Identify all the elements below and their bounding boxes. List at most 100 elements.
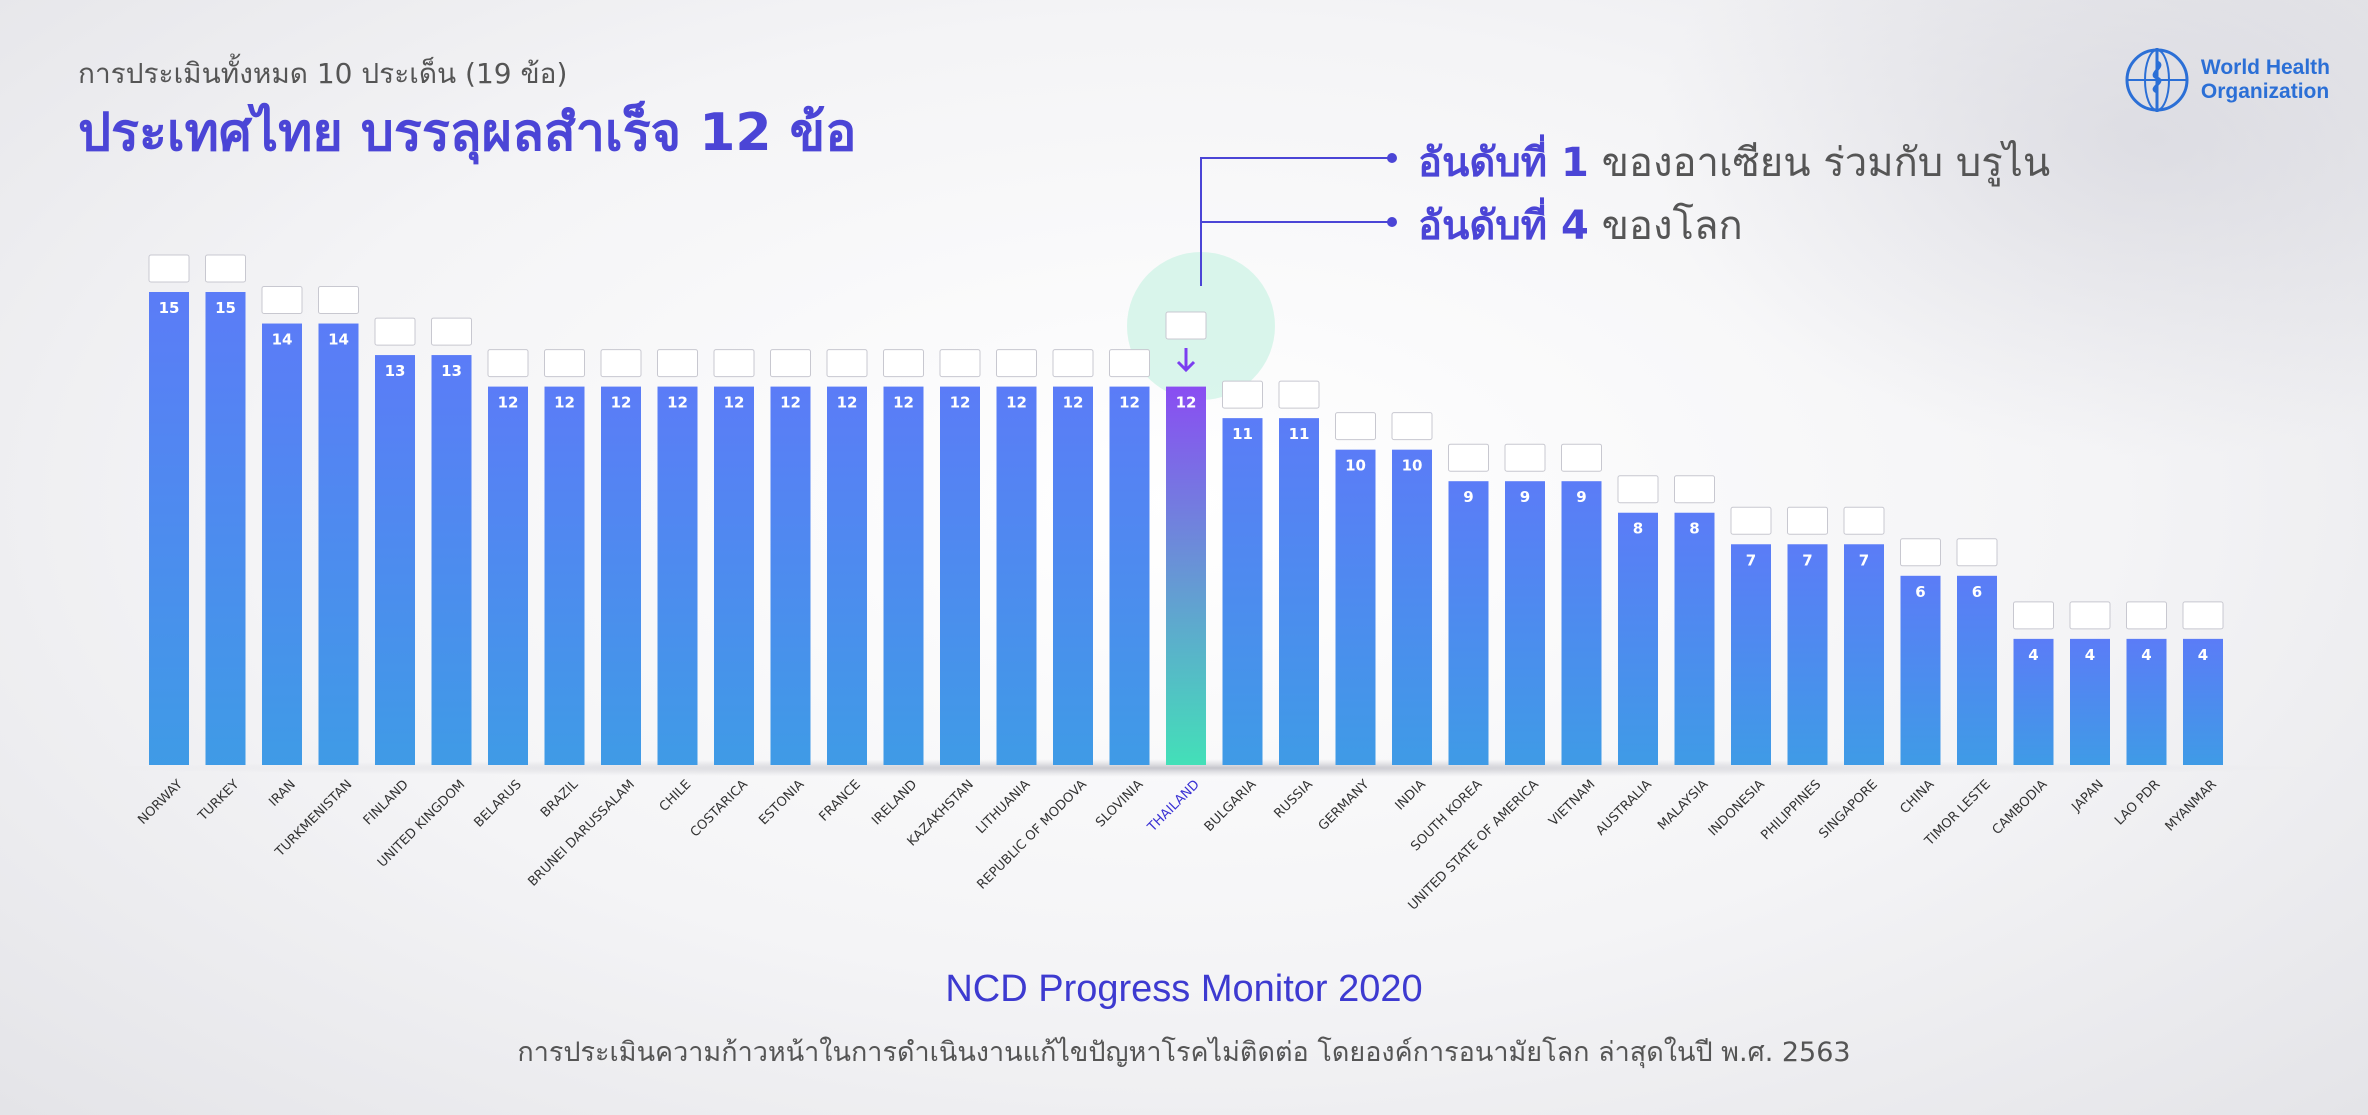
flag-thailand xyxy=(1165,311,1207,340)
x-tick-label-iran: IRAN xyxy=(266,777,299,810)
bar-china xyxy=(1900,575,1941,765)
bar-belarus xyxy=(488,386,528,765)
flag-australia xyxy=(1617,475,1659,504)
bar-australia xyxy=(1618,512,1658,765)
value-label-chile: 12 xyxy=(667,394,688,412)
value-label-myanmar: 4 xyxy=(2198,646,2208,664)
bar-chart: 15NORWAY15TURKEY14IRAN14TURKMENISTAN13FI… xyxy=(95,153,2315,914)
x-tick-label-brazil: BRAZIL xyxy=(538,777,582,821)
x-tick-label-chile: CHILE xyxy=(657,777,695,815)
bar-philippines xyxy=(1787,544,1828,765)
x-tick-label-brunei-darussalam: BRUNEI DARUSSALAM xyxy=(525,777,637,889)
flag-germany xyxy=(1335,412,1376,441)
bar-united-kingdom xyxy=(431,355,472,765)
who-logo-line1: World Health xyxy=(2200,56,2330,79)
flag-norway xyxy=(148,254,190,283)
callout-asean-rank-text: ของอาเซียน ร่วมกับ บรูไน xyxy=(1588,140,2051,186)
flag-republic-of-modova xyxy=(1052,349,1094,378)
value-label-vietnam: 9 xyxy=(1576,488,1586,506)
value-label-turkmenistan: 14 xyxy=(328,331,349,349)
value-label-kazakhstan: 12 xyxy=(950,394,971,412)
value-label-russia: 11 xyxy=(1289,425,1310,443)
x-tick-label-thailand: THAILAND xyxy=(1144,777,1202,835)
value-label-australia: 8 xyxy=(1633,520,1643,538)
x-tick-label-myanmar: MYANMAR xyxy=(2163,777,2220,834)
callout-asean-rank-emphasis: อันดับที่ 1 xyxy=(1418,140,1589,186)
value-label-estonia: 12 xyxy=(780,394,801,412)
bar-south-korea xyxy=(1448,481,1489,765)
callout-world-rank: อันดับที่ 4 ของโลก xyxy=(1418,193,1743,257)
value-label-slovinia: 12 xyxy=(1119,394,1140,412)
x-tick-label-bulgaria: BULGARIA xyxy=(1202,777,1260,835)
x-tick-label-india: INDIA xyxy=(1393,777,1429,813)
callout-dot-asean xyxy=(1387,153,1397,163)
bar-united-state-of-america xyxy=(1505,481,1545,765)
bar-ireland xyxy=(883,386,924,765)
callout-asean-rank: อันดับที่ 1 ของอาเซียน ร่วมกับ บรูไน xyxy=(1418,130,2050,194)
flag-costarica xyxy=(713,349,755,378)
x-tick-label-vietnam: VIETNAM xyxy=(1546,777,1598,829)
value-label-germany: 10 xyxy=(1345,457,1366,475)
who-emblem-icon xyxy=(2125,48,2189,112)
flag-timor-leste xyxy=(1956,538,1998,567)
x-tick-label-germany: GERMANY xyxy=(1316,777,1373,834)
flag-turkey xyxy=(205,254,246,283)
bar-finland xyxy=(375,355,415,765)
x-tick-label-australia: AUSTRALIA xyxy=(1593,777,1655,839)
bar-slovinia xyxy=(1109,386,1150,765)
bar-thailand xyxy=(1166,386,1206,765)
flag-china xyxy=(1900,538,1941,567)
x-tick-label-japan: JAPAN xyxy=(2069,777,2107,815)
bar-myanmar xyxy=(2183,638,2223,765)
bar-kazakhstan xyxy=(940,386,980,765)
x-tick-label-cambodia: CAMBODIA xyxy=(1990,777,2051,838)
flag-south-korea xyxy=(1448,443,1489,472)
flag-ireland xyxy=(883,349,924,378)
bar-lao-pdr xyxy=(2126,638,2167,765)
callout-dot-world xyxy=(1387,217,1397,227)
bar-indonesia xyxy=(1731,544,1771,765)
flag-iran xyxy=(261,286,303,315)
who-logo: World Health Organization xyxy=(2121,44,2330,116)
who-logo-line2: Organization xyxy=(2200,80,2330,103)
value-label-united-state-of-america: 9 xyxy=(1520,488,1530,506)
value-label-norway: 15 xyxy=(159,299,180,317)
flag-united-state-of-america xyxy=(1504,443,1546,472)
x-tick-label-turkey: TURKEY xyxy=(195,777,243,825)
page-subtitle: การประเมินทั้งหมด 10 ประเด็น (19 ข้อ) xyxy=(78,57,568,90)
flag-bulgaria xyxy=(1222,380,1263,409)
bar-estonia xyxy=(770,386,811,765)
bar-brazil xyxy=(544,386,585,765)
bar-germany xyxy=(1335,449,1376,765)
x-tick-label-france: FRANCE xyxy=(817,777,864,824)
flag-estonia xyxy=(770,349,811,378)
bar-iran xyxy=(262,323,302,765)
x-tick-label-ireland: IRELAND xyxy=(869,777,920,828)
x-tick-label-singapore: SINGAPORE xyxy=(1816,777,1880,841)
x-tick-label-philippines: PHILIPPINES xyxy=(1758,777,1824,843)
value-label-brunei-darussalam: 12 xyxy=(611,394,632,412)
value-label-cambodia: 4 xyxy=(2028,646,2038,664)
value-label-china: 6 xyxy=(1915,583,1925,601)
x-tick-label-slovinia: SLOVINIA xyxy=(1093,777,1146,830)
flag-cambodia xyxy=(2013,601,2054,630)
flag-kazakhstan xyxy=(939,349,981,378)
bar-brunei-darussalam xyxy=(601,386,641,765)
value-label-belarus: 12 xyxy=(498,394,519,412)
flag-lithuania xyxy=(996,349,1037,378)
value-label-indonesia: 7 xyxy=(1746,551,1756,569)
x-tick-label-lao-pdr: LAO PDR xyxy=(2112,777,2163,828)
bar-republic-of-modova xyxy=(1053,386,1093,765)
bar-singapore xyxy=(1844,544,1884,765)
value-label-lithuania: 12 xyxy=(1006,394,1027,412)
flag-belarus xyxy=(487,349,529,378)
bar-bulgaria xyxy=(1222,418,1263,765)
bar-russia xyxy=(1279,418,1319,765)
bar-costarica xyxy=(714,386,754,765)
flag-japan xyxy=(2069,601,2111,630)
background-decoration xyxy=(1648,0,2368,460)
flag-indonesia xyxy=(1730,506,1772,535)
value-label-malaysia: 8 xyxy=(1689,520,1699,538)
footer-subtitle: การประเมินความก้าวหน้าในการดำเนินงานแก้ไ… xyxy=(517,1037,1851,1068)
footer-title: NCD Progress Monitor 2020 xyxy=(945,968,1423,1010)
